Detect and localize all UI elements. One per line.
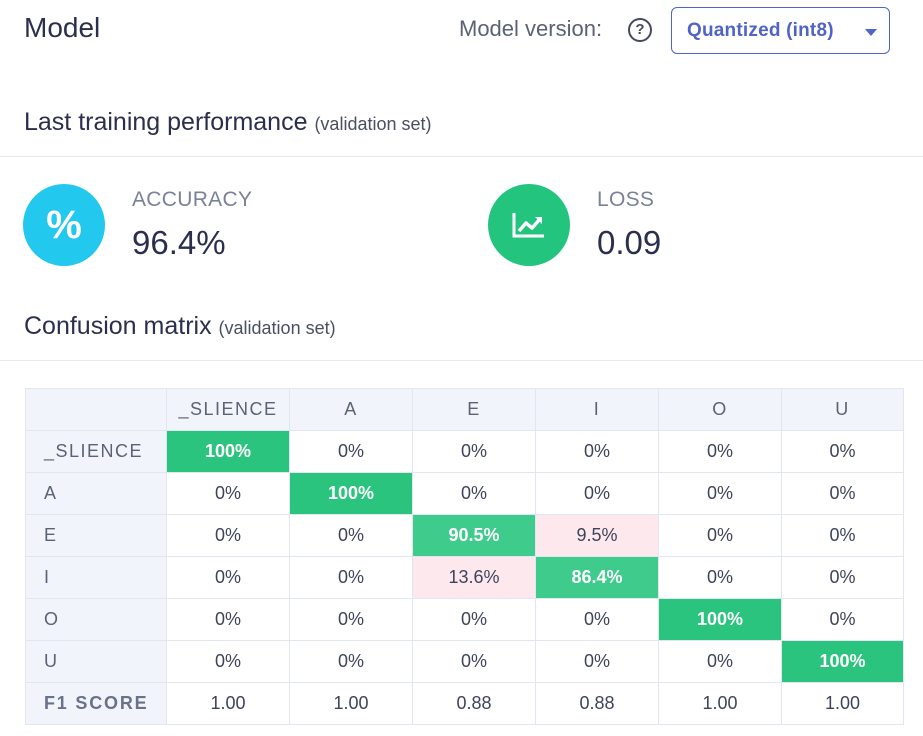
matrix-cell: 0%	[289, 556, 413, 599]
matrix-cell: 100%	[289, 472, 413, 515]
matrix-cell: 100%	[781, 640, 904, 683]
f1-score-row: F1 SCORE 1.00 1.00 0.88 0.88 1.00 1.00	[25, 682, 904, 725]
matrix-cell: 0%	[289, 514, 413, 557]
matrix-cell: 0%	[412, 598, 536, 641]
trend-chart-icon	[488, 184, 570, 266]
column-header: I	[535, 388, 659, 431]
model-version-label: Model version:	[459, 16, 603, 41]
matrix-cell: 0%	[535, 472, 659, 515]
column-header: _SLIENCE	[166, 388, 290, 431]
matrix-cell: 0%	[781, 430, 904, 473]
matrix-cell: 90.5%	[412, 514, 536, 557]
table-row: A 0% 100% 0% 0% 0% 0%	[25, 472, 904, 515]
matrix-cell: 0%	[658, 556, 782, 599]
matrix-cell: 0%	[166, 556, 290, 599]
matrix-cell: 0%	[658, 640, 782, 683]
matrix-cell: 0%	[412, 640, 536, 683]
model-header: Model Model version: ? Quantized (int8)	[0, 0, 923, 64]
matrix-cell: 100%	[166, 430, 290, 473]
table-row: E 0% 0% 90.5% 9.5% 0% 0%	[25, 514, 904, 557]
matrix-cell: 0%	[658, 430, 782, 473]
model-version-value: Quantized (int8)	[687, 20, 834, 41]
training-performance-subtitle: (validation set)	[314, 114, 432, 134]
row-header: U	[25, 640, 167, 683]
column-header: E	[412, 388, 536, 431]
matrix-cell: 9.5%	[535, 514, 659, 557]
confusion-matrix-title: Confusion matrix (validation set)	[24, 312, 336, 341]
table-row: I 0% 0% 13.6% 86.4% 0% 0%	[25, 556, 904, 599]
divider	[0, 360, 923, 361]
loss-label: LOSS	[597, 188, 655, 211]
percent-icon: %	[23, 184, 105, 266]
f1-score-cell: 1.00	[781, 682, 904, 725]
row-header: I	[25, 556, 167, 599]
matrix-cell: 0%	[781, 514, 904, 557]
matrix-cell: 86.4%	[535, 556, 659, 599]
matrix-cell: 0%	[412, 472, 536, 515]
row-header: E	[25, 514, 167, 557]
accuracy-label: ACCURACY	[132, 188, 253, 211]
matrix-cell: 0%	[658, 514, 782, 557]
matrix-cell: 0%	[289, 640, 413, 683]
f1-score-cell: 1.00	[166, 682, 290, 725]
matrix-cell: 0%	[166, 514, 290, 557]
question-circle-icon[interactable]: ?	[628, 18, 652, 42]
matrix-cell: 0%	[658, 472, 782, 515]
table-header-row: _SLIENCE A E I O U	[25, 388, 904, 431]
matrix-cell: 100%	[658, 598, 782, 641]
accuracy-value: 96.4%	[132, 224, 226, 261]
caret-down-icon	[865, 29, 877, 36]
matrix-cell: 0%	[289, 598, 413, 641]
f1-score-cell: 0.88	[412, 682, 536, 725]
row-header: A	[25, 472, 167, 515]
table-row: O 0% 0% 0% 0% 100% 0%	[25, 598, 904, 641]
row-header: _SLIENCE	[25, 430, 167, 473]
matrix-cell: 0%	[412, 430, 536, 473]
matrix-cell: 0%	[781, 472, 904, 515]
f1-score-cell: 1.00	[289, 682, 413, 725]
matrix-cell: 0%	[535, 640, 659, 683]
page-title: Model	[24, 12, 101, 43]
column-header: U	[781, 388, 904, 431]
confusion-matrix-subtitle: (validation set)	[218, 318, 336, 338]
f1-score-cell: 1.00	[658, 682, 782, 725]
f1-score-label: F1 SCORE	[25, 682, 167, 725]
matrix-cell: 0%	[781, 556, 904, 599]
model-version-select[interactable]: Quantized (int8)	[671, 7, 890, 54]
column-header: O	[658, 388, 782, 431]
f1-score-cell: 0.88	[535, 682, 659, 725]
matrix-cell: 13.6%	[412, 556, 536, 599]
training-performance-title: Last training performance (validation se…	[24, 108, 432, 137]
loss-value: 0.09	[597, 224, 662, 261]
training-performance-heading: Last training performance	[24, 108, 308, 136]
matrix-cell: 0%	[535, 598, 659, 641]
matrix-cell: 0%	[166, 640, 290, 683]
column-header: A	[289, 388, 413, 431]
row-header: O	[25, 598, 167, 641]
matrix-cell: 0%	[166, 598, 290, 641]
matrix-cell: 0%	[289, 430, 413, 473]
table-row: U 0% 0% 0% 0% 0% 100%	[25, 640, 904, 683]
matrix-cell: 0%	[166, 472, 290, 515]
matrix-cell: 0%	[535, 430, 659, 473]
confusion-matrix-table: _SLIENCE A E I O U _SLIENCE 100% 0% 0% 0…	[25, 388, 904, 725]
corner-cell	[25, 388, 167, 431]
matrix-cell: 0%	[781, 598, 904, 641]
confusion-matrix-heading: Confusion matrix	[24, 312, 212, 340]
table-row: _SLIENCE 100% 0% 0% 0% 0% 0%	[25, 430, 904, 473]
divider	[0, 156, 923, 157]
